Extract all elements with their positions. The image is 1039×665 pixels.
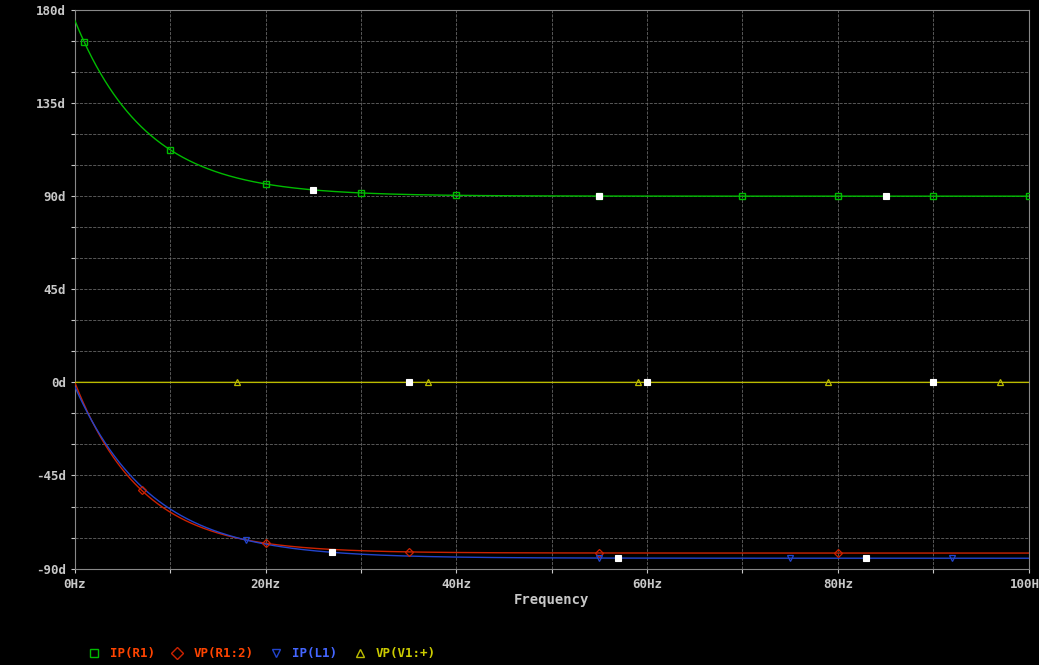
X-axis label: Frequency: Frequency — [514, 593, 589, 607]
Legend: IP(R1), VP(R1:2), IP(L1), VP(V1:+): IP(R1), VP(R1:2), IP(L1), VP(V1:+) — [81, 647, 436, 660]
